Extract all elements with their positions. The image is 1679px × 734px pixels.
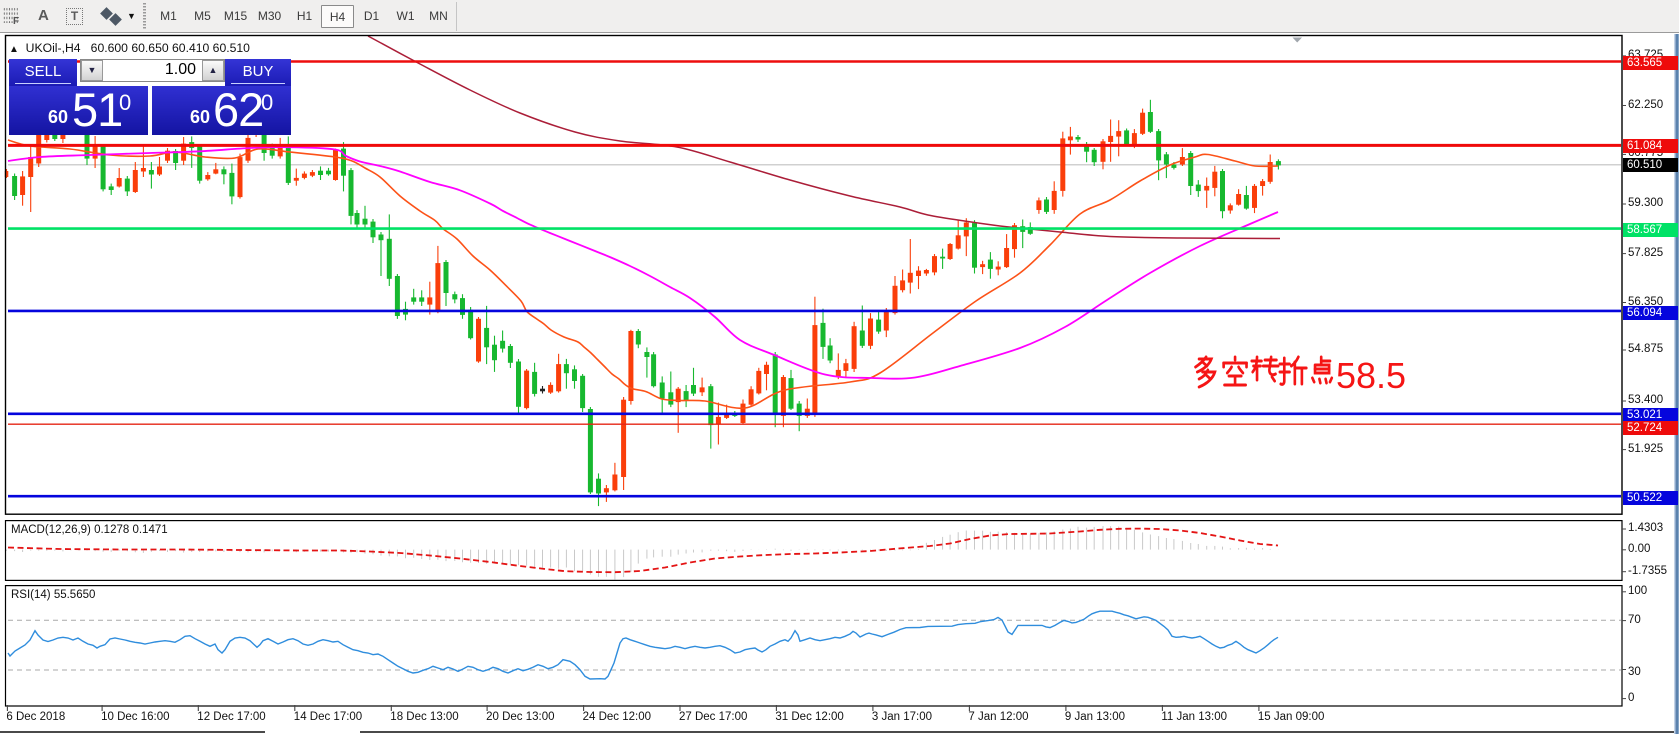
- svg-text:58.5: 58.5: [1336, 355, 1406, 396]
